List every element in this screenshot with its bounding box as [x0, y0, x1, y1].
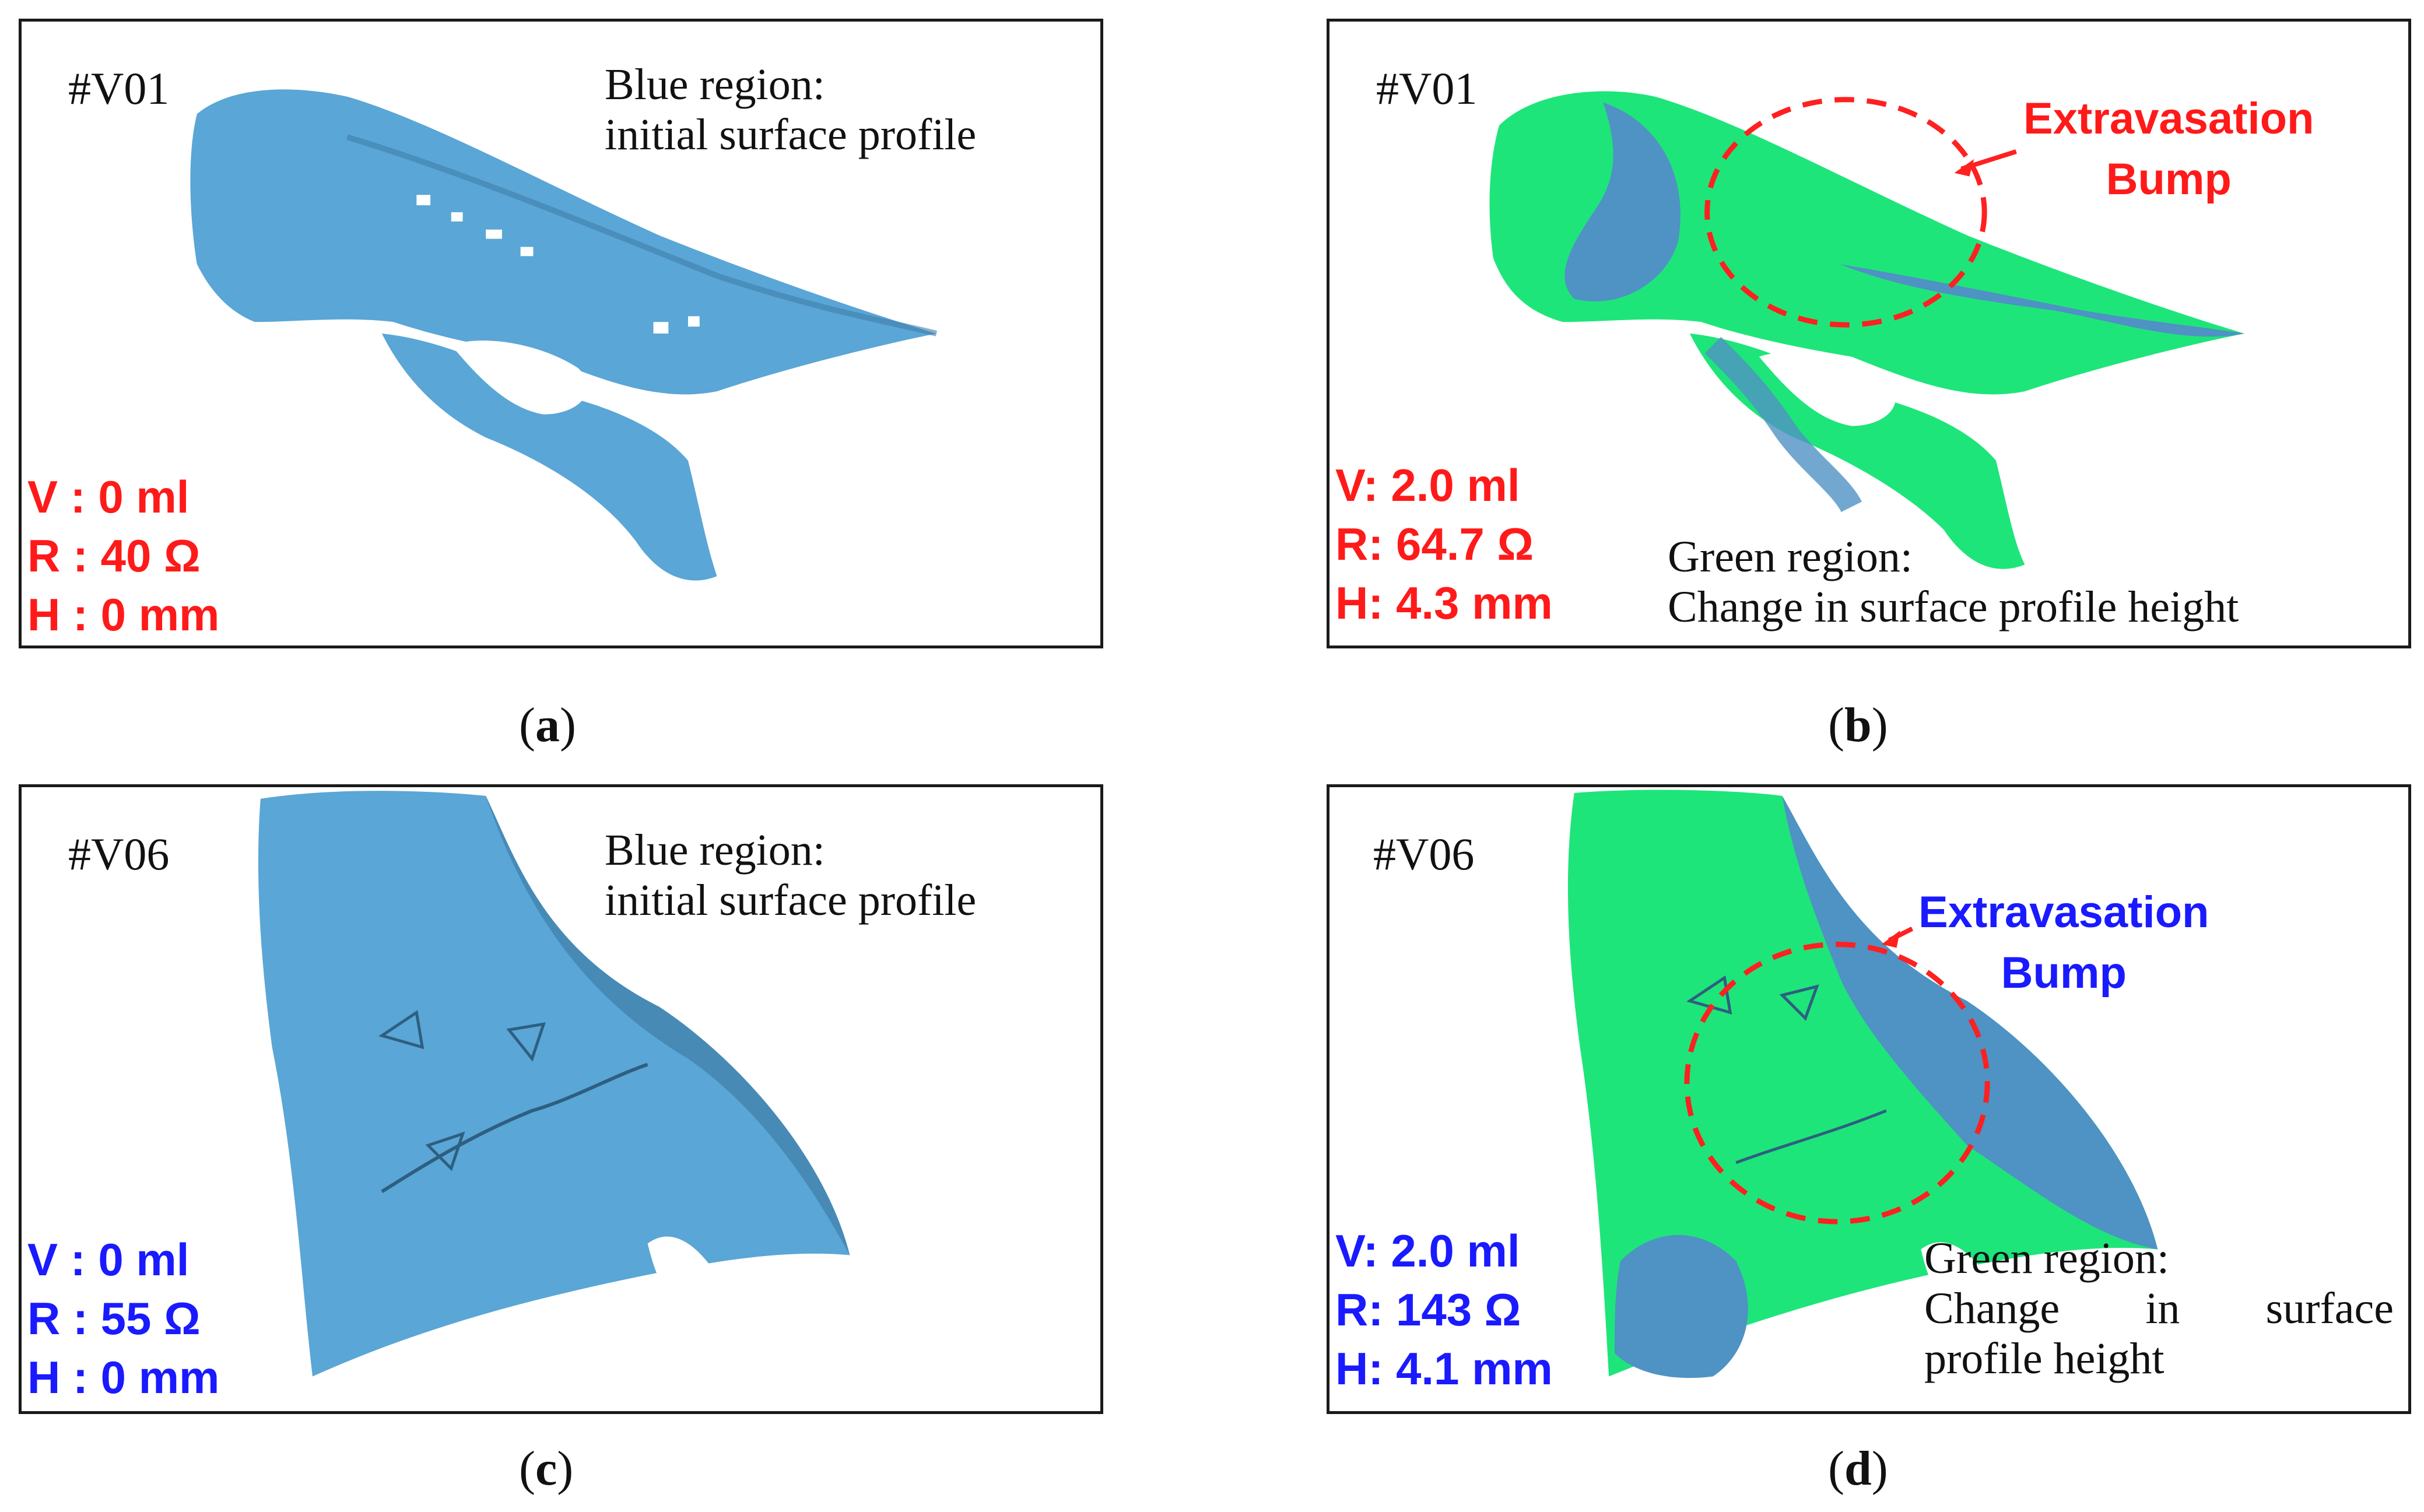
callout-line: Extravasation — [2023, 94, 2314, 143]
caption-close: ) — [1871, 698, 1888, 752]
caption-letter: d — [1844, 1441, 1872, 1496]
region-note: Green region: Change in surface profile … — [1924, 1233, 2394, 1384]
extravasation-callout: Extravasation Bump — [1918, 882, 2209, 1004]
callout-line: Bump — [2106, 155, 2232, 204]
height-value: H: 4.3 mm — [1335, 577, 1553, 629]
note-line: initial surface profile — [605, 110, 977, 159]
note-word: in — [2145, 1284, 2180, 1333]
resistance-value: R: 143 Ω — [1335, 1284, 1521, 1335]
measurement-stats: V : 0 ml R : 40 Ω H : 0 mm — [27, 468, 219, 644]
panel-d: #V06 Extravasation Bump Green region: Ch… — [1327, 784, 2411, 1414]
height-value: H: 4.1 mm — [1335, 1343, 1553, 1394]
caption-letter: a — [535, 698, 560, 752]
specimen-id: #V06 — [1373, 829, 1475, 879]
panel-a: #V01 Blue region: initial surface profil… — [19, 19, 1103, 648]
caption-letter: c — [535, 1441, 557, 1496]
caption-d: (d) — [1828, 1440, 1888, 1497]
measurement-stats: V: 2.0 ml R: 64.7 Ω H: 4.3 mm — [1335, 456, 1553, 633]
extravasation-callout: Extravasation Bump — [2023, 89, 2314, 210]
resistance-value: R : 40 Ω — [27, 530, 201, 581]
note-line: Blue region: — [605, 826, 825, 875]
volume-value: V: 2.0 ml — [1335, 1225, 1520, 1276]
volume-value: V: 2.0 ml — [1335, 459, 1520, 511]
resistance-value: R : 55 Ω — [27, 1293, 201, 1344]
surface-scan-image — [190, 89, 938, 581]
note-line: initial surface profile — [605, 876, 977, 925]
caption-a: (a) — [519, 697, 576, 753]
caption-b: (b) — [1828, 697, 1888, 753]
surface-scan-image — [258, 791, 850, 1377]
caption-open: ( — [1828, 1441, 1844, 1496]
note-line-justified: Change in surface — [1924, 1283, 2394, 1334]
caption-letter: b — [1844, 698, 1872, 752]
volume-value: V : 0 ml — [27, 1234, 190, 1285]
caption-close: ) — [1871, 1441, 1888, 1496]
specimen-id: #V01 — [1376, 63, 1478, 114]
panel-b: #V01 Extravasation Bump Green region: Ch… — [1327, 19, 2411, 648]
caption-c: (c) — [519, 1440, 573, 1497]
caption-close: ) — [557, 1441, 574, 1496]
panel-c: #V06 Blue region: initial surface profil… — [19, 784, 1103, 1414]
caption-close: ) — [559, 698, 576, 752]
height-value: H : 0 mm — [27, 1352, 220, 1403]
resistance-value: R: 64.7 Ω — [1335, 518, 1534, 570]
specimen-id: #V06 — [68, 829, 170, 879]
callout-line: Bump — [2001, 948, 2127, 998]
volume-value: V : 0 ml — [27, 471, 190, 522]
surface-scan-image — [1489, 91, 2244, 569]
specimen-id: #V01 — [68, 63, 170, 114]
height-value: H : 0 mm — [27, 589, 220, 640]
note-line: Change in surface profile height — [1668, 583, 2239, 632]
region-note: Blue region: initial surface profile — [605, 825, 976, 925]
callout-line: Extravasation — [1918, 887, 2209, 937]
note-line: Green region: — [1668, 532, 1913, 581]
region-note: Blue region: initial surface profile — [605, 59, 976, 160]
note-word: surface — [2265, 1284, 2394, 1333]
region-note: Green region: Change in surface profile … — [1668, 532, 2239, 632]
note-line: Green region: — [1924, 1234, 2169, 1283]
measurement-stats: V : 0 ml R : 55 Ω H : 0 mm — [27, 1230, 219, 1407]
note-line: Blue region: — [605, 60, 825, 109]
caption-open: ( — [519, 698, 535, 752]
surface-scan-image — [1567, 790, 2158, 1378]
measurement-stats: V: 2.0 ml R: 143 Ω H: 4.1 mm — [1335, 1222, 1553, 1398]
note-line: profile height — [1924, 1334, 2165, 1383]
caption-open: ( — [1828, 698, 1844, 752]
caption-open: ( — [519, 1441, 535, 1496]
note-word: Change — [1924, 1284, 2060, 1333]
